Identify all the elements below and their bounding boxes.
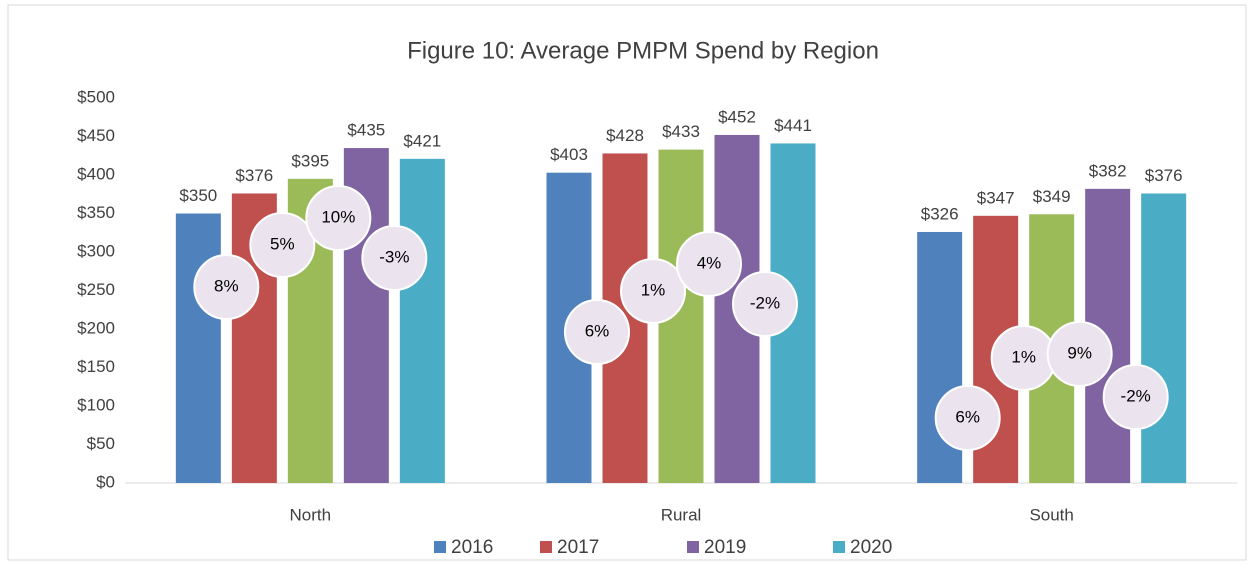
growth-bubble (620, 258, 686, 324)
growth-label: 4% (697, 253, 722, 272)
legend-swatch (434, 541, 446, 553)
x-tick-label: North (290, 505, 332, 524)
bar (399, 158, 445, 483)
growth-label: -3% (379, 247, 409, 266)
growth-bubble (305, 185, 372, 251)
legend-label: 2019 (704, 537, 746, 558)
bar (175, 213, 221, 483)
growth-bubble (676, 231, 742, 297)
chart-title: Figure 10: Average PMPM Spend by Region (407, 37, 879, 64)
growth-bubble (361, 225, 428, 291)
value-label: $376 (1145, 166, 1183, 185)
growth-bubble (564, 299, 630, 365)
y-tick-label: $100 (77, 395, 115, 414)
value-label: $403 (550, 145, 588, 164)
y-tick-label: $350 (77, 203, 115, 222)
value-label: $382 (1089, 161, 1127, 180)
growth-label: 5% (270, 234, 295, 253)
value-label: $350 (179, 186, 217, 205)
growth-label: -2% (1121, 386, 1151, 405)
y-tick-label: $250 (77, 280, 115, 299)
value-label: $326 (921, 204, 959, 223)
growth-label: 1% (641, 280, 666, 299)
growth-label: 8% (214, 276, 239, 295)
growth-bubble (732, 271, 798, 337)
growth-label: 6% (955, 407, 980, 426)
growth-bubble (934, 385, 1001, 451)
growth-label: 6% (585, 321, 610, 340)
value-label: $428 (606, 126, 644, 145)
value-label: $395 (291, 151, 329, 170)
value-label: $376 (235, 166, 273, 185)
y-tick-label: $450 (77, 126, 115, 145)
growth-bubble (193, 254, 260, 320)
growth-label: 9% (1067, 343, 1092, 362)
value-label: $349 (1033, 187, 1071, 206)
y-tick-label: $50 (87, 434, 115, 453)
growth-label: -2% (750, 293, 780, 312)
x-tick-label: Rural (661, 505, 702, 524)
value-label: $433 (662, 122, 700, 141)
bar (1141, 193, 1187, 484)
growth-label: 10% (321, 207, 355, 226)
growth-bubble (1046, 321, 1113, 387)
legend-label: 2017 (557, 537, 599, 558)
y-tick-label: $400 (77, 164, 115, 183)
y-tick-label: $500 (77, 87, 115, 106)
legend-swatch (687, 541, 699, 553)
y-tick-label: $150 (77, 357, 115, 376)
legend-label: 2016 (451, 537, 493, 558)
legend-swatch (540, 541, 552, 553)
y-tick-label: $300 (77, 241, 115, 260)
value-label: $347 (977, 188, 1015, 207)
y-tick-label: $0 (96, 472, 115, 491)
x-tick-label: South (1029, 505, 1073, 524)
legend-swatch (833, 541, 845, 553)
value-label: $421 (403, 131, 441, 150)
value-label: $452 (718, 107, 756, 126)
value-label: $435 (347, 121, 385, 140)
growth-bubble (1102, 364, 1169, 430)
y-tick-label: $200 (77, 318, 115, 337)
growth-label: 1% (1011, 347, 1036, 366)
growth-bubble (249, 212, 316, 278)
legend-label: 2020 (850, 537, 892, 558)
value-label: $441 (774, 116, 812, 135)
